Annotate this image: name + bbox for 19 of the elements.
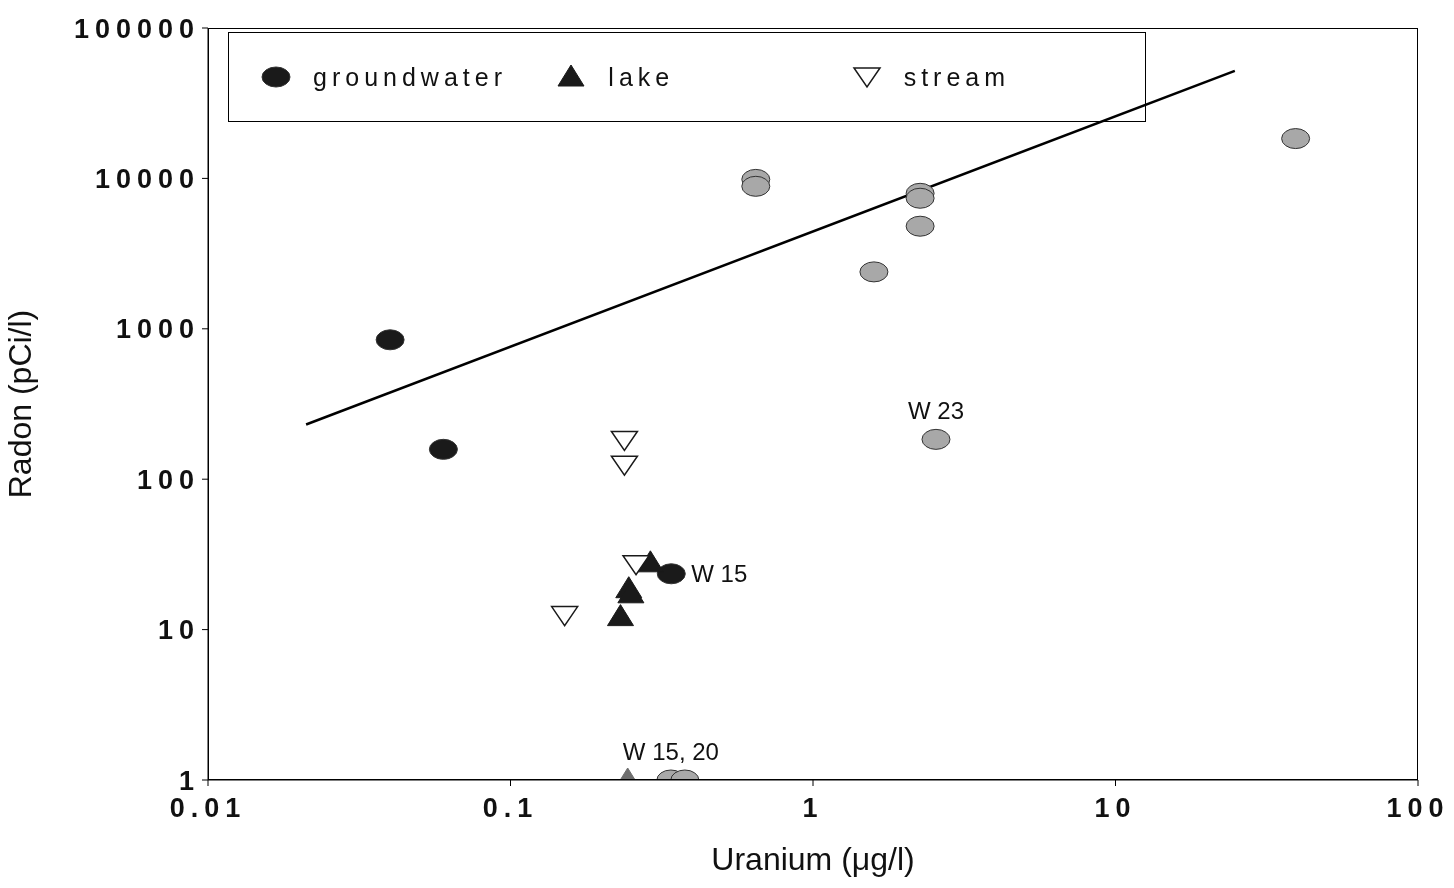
y-tick-label: 1	[178, 765, 200, 796]
y-tick-label: 10000	[94, 163, 200, 194]
annotation: W 15	[691, 560, 748, 588]
x-tick-label: 0.01	[169, 793, 247, 824]
annotation: W 15, 20	[622, 738, 719, 765]
y-axis-title: Radon (pCi/l)	[2, 309, 39, 499]
legend-label: groundwater	[313, 62, 507, 92]
x-tick-label: 0.1	[482, 793, 539, 824]
x-tick-label: 100	[1386, 793, 1450, 824]
annotation: W 23	[907, 397, 964, 425]
x-tick-label: 1	[802, 793, 824, 824]
y-tick-label: 1000	[115, 314, 200, 345]
legend-label: lake	[608, 62, 675, 92]
y-tick-label: 100000	[73, 13, 200, 44]
y-tick-label: 100	[136, 464, 200, 495]
x-axis-title: Uranium (μg/l)	[711, 841, 915, 877]
x-tick-label: 10	[1094, 793, 1137, 824]
y-tick-label: 10	[157, 615, 200, 646]
legend-label: stream	[903, 62, 1011, 92]
